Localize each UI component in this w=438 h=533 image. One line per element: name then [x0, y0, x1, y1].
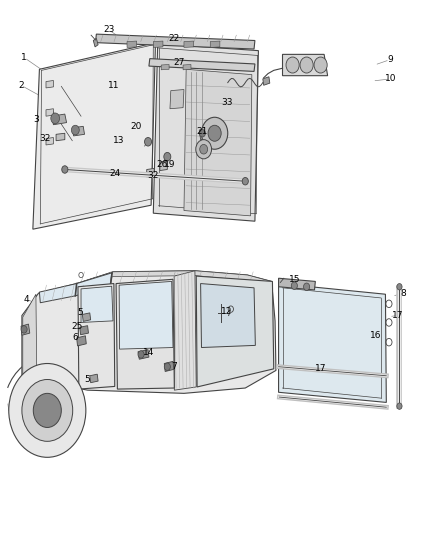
Polygon shape [138, 350, 149, 359]
Polygon shape [52, 114, 67, 125]
Polygon shape [210, 41, 220, 47]
Polygon shape [263, 77, 270, 85]
Text: 6: 6 [72, 334, 78, 342]
Circle shape [208, 125, 221, 141]
Circle shape [51, 113, 60, 124]
Polygon shape [184, 41, 194, 47]
Text: 10: 10 [385, 75, 396, 83]
Polygon shape [72, 126, 85, 136]
Text: 9: 9 [387, 55, 393, 64]
Polygon shape [75, 271, 272, 289]
Polygon shape [116, 279, 174, 389]
Polygon shape [82, 313, 91, 321]
Polygon shape [56, 133, 65, 141]
Text: 22: 22 [169, 34, 180, 43]
Text: 21: 21 [197, 127, 208, 135]
Polygon shape [283, 54, 328, 76]
Circle shape [242, 177, 248, 185]
Text: 11: 11 [108, 81, 120, 90]
Circle shape [314, 57, 327, 73]
Circle shape [286, 57, 299, 73]
Text: 33: 33 [221, 98, 233, 107]
Polygon shape [77, 336, 86, 346]
Polygon shape [201, 284, 255, 348]
Polygon shape [153, 44, 258, 221]
Text: 12: 12 [221, 307, 233, 316]
Polygon shape [279, 284, 386, 402]
Text: 27: 27 [173, 59, 184, 67]
Polygon shape [161, 64, 169, 70]
Circle shape [201, 117, 228, 149]
Polygon shape [184, 69, 252, 216]
Circle shape [164, 363, 170, 370]
Text: 5: 5 [84, 375, 90, 384]
Text: 17: 17 [392, 311, 403, 320]
Text: 20: 20 [130, 123, 141, 131]
Polygon shape [90, 374, 98, 383]
Text: 13: 13 [113, 136, 124, 145]
Polygon shape [78, 284, 115, 389]
Polygon shape [46, 109, 53, 116]
Polygon shape [33, 43, 155, 229]
Text: 2: 2 [18, 81, 24, 90]
Text: 7: 7 [171, 362, 177, 371]
Polygon shape [95, 34, 255, 49]
Polygon shape [149, 59, 255, 71]
Polygon shape [93, 38, 98, 47]
Polygon shape [153, 41, 163, 47]
Text: 26: 26 [156, 160, 168, 168]
Polygon shape [39, 273, 112, 303]
Text: 5: 5 [77, 308, 83, 317]
Polygon shape [279, 278, 315, 290]
Polygon shape [21, 324, 30, 335]
Polygon shape [22, 271, 276, 393]
Polygon shape [81, 286, 113, 322]
Circle shape [22, 379, 73, 441]
Circle shape [196, 140, 212, 159]
Text: 32: 32 [39, 134, 50, 143]
Circle shape [199, 130, 205, 137]
Circle shape [62, 166, 68, 173]
Text: 3: 3 [33, 115, 39, 124]
Text: 23: 23 [103, 26, 114, 34]
Circle shape [397, 284, 402, 290]
Text: 15: 15 [289, 275, 300, 284]
Polygon shape [183, 64, 191, 70]
Polygon shape [147, 168, 154, 177]
Text: 19: 19 [164, 160, 176, 168]
Circle shape [138, 351, 144, 358]
Text: 14: 14 [143, 349, 155, 357]
Circle shape [71, 125, 79, 135]
Polygon shape [80, 326, 88, 335]
Circle shape [9, 364, 86, 457]
Text: 25: 25 [71, 322, 82, 330]
Polygon shape [127, 41, 137, 47]
Text: 8: 8 [400, 289, 406, 297]
Polygon shape [160, 161, 167, 171]
Polygon shape [199, 128, 208, 140]
Circle shape [21, 326, 27, 333]
Polygon shape [164, 361, 174, 372]
Polygon shape [174, 271, 196, 390]
Circle shape [145, 138, 152, 146]
Text: 24: 24 [109, 169, 120, 178]
Circle shape [291, 282, 297, 289]
Polygon shape [46, 138, 53, 145]
Text: 1: 1 [21, 53, 27, 62]
Polygon shape [170, 90, 184, 109]
Circle shape [200, 144, 208, 154]
Polygon shape [23, 294, 37, 383]
Circle shape [164, 152, 171, 161]
Text: 32: 32 [148, 172, 159, 180]
Polygon shape [46, 80, 53, 88]
Text: 16: 16 [370, 332, 381, 340]
Polygon shape [119, 281, 173, 349]
Text: 17: 17 [315, 365, 326, 373]
Text: 4: 4 [24, 295, 29, 304]
Circle shape [304, 283, 310, 290]
Polygon shape [196, 276, 274, 387]
Circle shape [300, 57, 313, 73]
Circle shape [33, 393, 61, 427]
Circle shape [397, 403, 402, 409]
